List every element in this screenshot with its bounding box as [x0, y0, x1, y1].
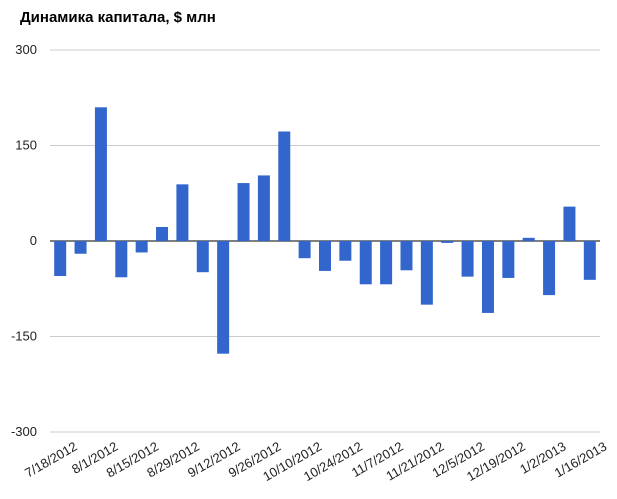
bar-12-19-2012 — [502, 241, 515, 278]
bar-7-18-2012 — [54, 241, 67, 277]
bar-8-15-2012 — [135, 241, 148, 253]
bar-9-19-2012 — [237, 183, 250, 241]
y-tick-label: -150 — [11, 329, 37, 344]
bar-1-9-2013 — [563, 206, 576, 241]
bar-8-29-2012 — [176, 184, 189, 241]
chart-title: Динамика капитала, $ млн — [20, 9, 216, 26]
bar-8-8-2012 — [115, 241, 128, 278]
bar-11-28-2012 — [441, 241, 454, 243]
bar-12-26-2012 — [522, 237, 535, 241]
bar-10-3-2012 — [278, 131, 291, 241]
bar-9-12-2012 — [217, 241, 230, 354]
bar-10-31-2012 — [359, 241, 372, 285]
bar-12-5-2012 — [461, 241, 474, 277]
bar-11-7-2012 — [380, 241, 393, 285]
y-axis-tick-labels: 300 150 0 -150 -300 — [11, 42, 37, 439]
x-axis-tick-labels: 7/18/20128/1/20128/15/20128/29/20129/12/… — [22, 439, 609, 485]
bar-10-24-2012 — [339, 241, 352, 261]
bar-9-5-2012 — [196, 241, 209, 273]
bars — [54, 107, 596, 354]
y-tick-label: 0 — [30, 233, 37, 248]
bar-9-26-2012 — [257, 175, 270, 241]
bar-1-2-2013 — [543, 241, 556, 296]
bar-8-22-2012 — [156, 226, 169, 241]
y-tick-label: -300 — [11, 424, 37, 439]
bar-12-12-2012 — [481, 241, 494, 313]
x-tick-label: 7/18/2012 — [22, 439, 80, 481]
bar-1-16-2013 — [583, 241, 596, 280]
bar-7-25-2012 — [74, 241, 87, 254]
bar-11-14-2012 — [400, 241, 413, 271]
bar-10-10-2012 — [298, 241, 311, 259]
bar-10-17-2012 — [319, 241, 331, 271]
y-tick-label: 300 — [15, 42, 37, 57]
bar-11-21-2012 — [420, 241, 433, 305]
y-tick-label: 150 — [15, 138, 37, 153]
bar-8-1-2012 — [94, 107, 107, 241]
